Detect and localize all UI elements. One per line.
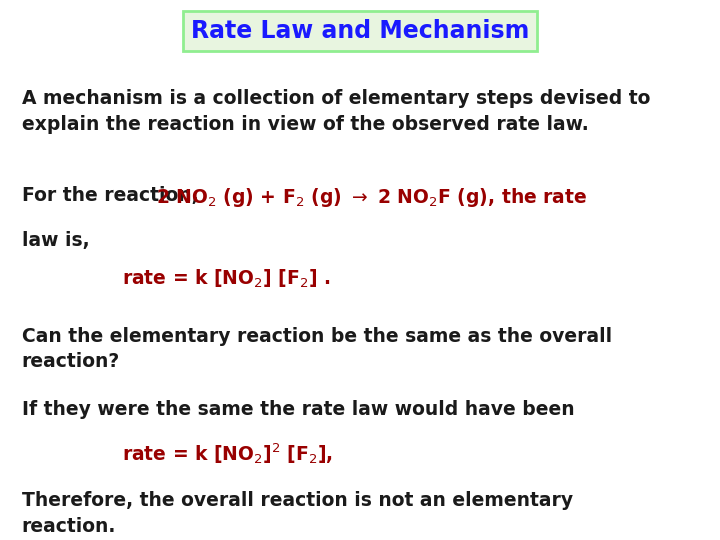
Text: law is,: law is, — [22, 231, 89, 250]
Text: For the reaction,: For the reaction, — [22, 186, 204, 205]
Text: 2 NO$_2$ (g) + F$_2$ (g) $\rightarrow$ 2 NO$_2$F (g), the rate: 2 NO$_2$ (g) + F$_2$ (g) $\rightarrow$ 2… — [156, 186, 588, 210]
Text: If they were the same the rate law would have been: If they were the same the rate law would… — [22, 400, 575, 419]
Text: Rate Law and Mechanism: Rate Law and Mechanism — [191, 19, 529, 43]
Text: Therefore, the overall reaction is not an elementary
reaction.: Therefore, the overall reaction is not a… — [22, 491, 572, 536]
Text: rate = k [NO$_2$] [F$_2$] .: rate = k [NO$_2$] [F$_2$] . — [122, 267, 330, 289]
Text: Can the elementary reaction be the same as the overall
reaction?: Can the elementary reaction be the same … — [22, 327, 612, 372]
Text: rate = k [NO$_2$]$^2$ [F$_2$],: rate = k [NO$_2$]$^2$ [F$_2$], — [122, 441, 333, 466]
Text: A mechanism is a collection of elementary steps devised to
explain the reaction : A mechanism is a collection of elementar… — [22, 89, 650, 134]
